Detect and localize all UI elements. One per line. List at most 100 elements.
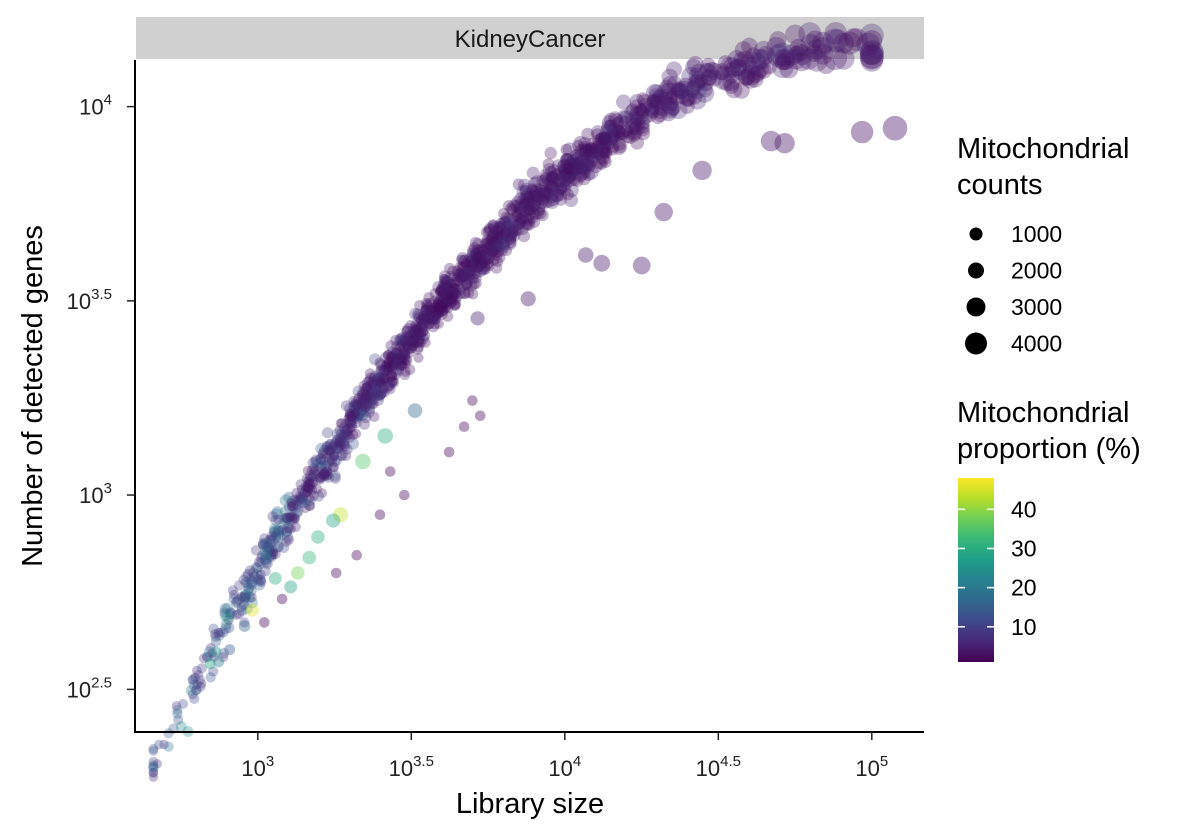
data-point bbox=[502, 212, 516, 225]
data-point bbox=[439, 291, 450, 302]
data-point bbox=[476, 261, 491, 276]
data-point bbox=[733, 51, 749, 68]
data-point bbox=[752, 49, 773, 70]
data-point bbox=[604, 129, 621, 145]
data-point bbox=[446, 295, 458, 307]
data-point bbox=[377, 372, 388, 384]
data-point bbox=[438, 282, 451, 295]
data-point bbox=[705, 69, 723, 87]
size-legend-label: 2000 bbox=[1011, 258, 1062, 284]
size-legend-key bbox=[966, 297, 986, 317]
data-point bbox=[265, 549, 277, 561]
data-point bbox=[382, 359, 393, 370]
data-point bbox=[562, 162, 574, 175]
data-point bbox=[514, 213, 526, 225]
data-point bbox=[463, 261, 476, 274]
data-point bbox=[391, 355, 404, 368]
data-point bbox=[806, 30, 824, 48]
data-point bbox=[563, 163, 576, 176]
data-point bbox=[283, 501, 295, 513]
data-point bbox=[263, 542, 274, 553]
data-point bbox=[171, 701, 182, 711]
data-point bbox=[286, 512, 298, 525]
data-point bbox=[386, 369, 397, 380]
data-point bbox=[689, 71, 708, 89]
data-point bbox=[472, 261, 485, 273]
data-point bbox=[153, 739, 164, 750]
data-point bbox=[766, 36, 787, 57]
data-point bbox=[196, 678, 207, 689]
data-point bbox=[546, 171, 560, 185]
data-point bbox=[532, 203, 546, 217]
data-point bbox=[581, 156, 595, 170]
data-point bbox=[373, 373, 386, 386]
data-point bbox=[445, 295, 458, 308]
data-point bbox=[223, 622, 235, 634]
data-point bbox=[642, 106, 658, 123]
data-point bbox=[390, 355, 402, 367]
data-point bbox=[359, 394, 371, 405]
data-point bbox=[305, 501, 315, 512]
data-point bbox=[413, 312, 424, 323]
data-point bbox=[729, 58, 748, 77]
data-point bbox=[356, 398, 368, 410]
data-point bbox=[432, 301, 443, 312]
data-point bbox=[392, 353, 404, 366]
data-point bbox=[264, 537, 276, 549]
data-point bbox=[399, 349, 410, 360]
data-point bbox=[384, 466, 396, 477]
data-point bbox=[522, 190, 535, 203]
data-point bbox=[562, 142, 578, 157]
data-point bbox=[517, 213, 529, 226]
data-point bbox=[512, 218, 525, 231]
data-point bbox=[390, 369, 401, 381]
data-point bbox=[348, 405, 361, 418]
data-point bbox=[352, 407, 365, 419]
data-point bbox=[371, 372, 384, 385]
data-point bbox=[521, 196, 535, 210]
data-point bbox=[546, 194, 559, 207]
data-point bbox=[592, 147, 605, 161]
data-point bbox=[248, 571, 260, 583]
data-point bbox=[401, 340, 413, 352]
x-tick-label: 105 bbox=[855, 753, 888, 781]
data-point bbox=[369, 353, 381, 366]
data-point bbox=[198, 653, 209, 664]
data-point bbox=[595, 150, 610, 165]
data-point bbox=[464, 259, 476, 271]
data-point bbox=[436, 287, 448, 298]
data-point bbox=[390, 348, 403, 360]
data-point bbox=[698, 63, 718, 82]
data-point bbox=[239, 617, 250, 628]
data-point bbox=[260, 554, 271, 566]
data-point bbox=[504, 236, 517, 249]
data-point bbox=[259, 533, 270, 544]
data-point bbox=[503, 231, 517, 245]
data-point bbox=[559, 167, 577, 184]
data-point bbox=[648, 84, 665, 101]
data-point bbox=[551, 184, 565, 198]
data-point bbox=[741, 65, 762, 86]
data-point bbox=[651, 110, 665, 125]
data-point bbox=[632, 116, 646, 130]
data-point bbox=[268, 572, 282, 585]
data-point bbox=[462, 266, 476, 280]
data-point bbox=[370, 388, 381, 399]
data-point bbox=[421, 303, 434, 315]
data-point bbox=[566, 158, 580, 172]
data-point bbox=[356, 389, 367, 400]
data-point bbox=[365, 381, 378, 393]
data-point bbox=[648, 88, 665, 105]
data-point bbox=[536, 193, 549, 205]
data-point bbox=[482, 252, 495, 265]
data-point bbox=[464, 270, 476, 281]
data-point bbox=[635, 119, 650, 134]
data-point bbox=[358, 418, 370, 430]
data-point bbox=[323, 445, 335, 456]
data-point bbox=[441, 280, 453, 292]
data-point bbox=[417, 332, 429, 345]
data-point bbox=[429, 314, 441, 325]
data-point bbox=[476, 262, 489, 275]
data-point bbox=[563, 171, 576, 184]
data-point bbox=[451, 274, 464, 286]
